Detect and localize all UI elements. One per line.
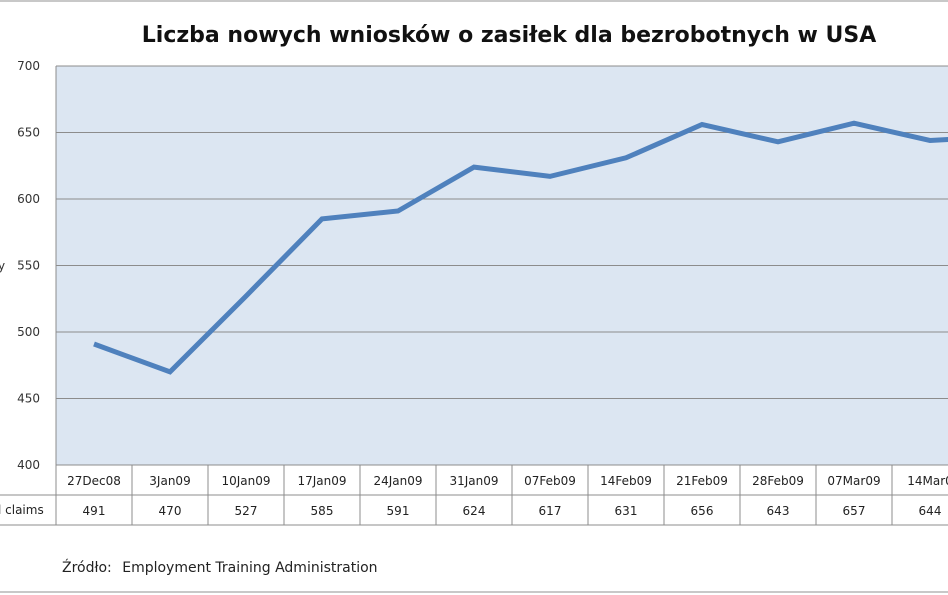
y-tick-label: 550 bbox=[17, 259, 40, 273]
y-tick-label: 400 bbox=[17, 458, 40, 472]
x-tick-label: 24Jan09 bbox=[373, 474, 422, 488]
x-tick-label: 28Feb09 bbox=[752, 474, 804, 488]
x-tick-label: 14Feb09 bbox=[600, 474, 652, 488]
x-tick-label: 10Jan09 bbox=[221, 474, 270, 488]
x-tick-label: 14Mar0 bbox=[907, 474, 948, 488]
chart-title: Liczba nowych wniosków o zasiłek dla bez… bbox=[142, 23, 876, 48]
data-label: 657 bbox=[843, 504, 866, 518]
data-label: 631 bbox=[615, 504, 638, 518]
source-text: Employment Training Administration bbox=[122, 560, 377, 576]
series-name-label: l claims bbox=[0, 503, 44, 517]
source-label: Źródło: bbox=[62, 558, 112, 576]
data-label: 591 bbox=[387, 504, 410, 518]
data-label: 656 bbox=[691, 504, 714, 518]
x-tick-label: 3Jan09 bbox=[149, 474, 190, 488]
x-tick-label: 21Feb09 bbox=[676, 474, 728, 488]
data-label: 624 bbox=[463, 504, 486, 518]
data-label: 643 bbox=[767, 504, 790, 518]
series-group bbox=[93, 120, 948, 375]
data-label: 470 bbox=[159, 504, 182, 518]
data-label: 491 bbox=[83, 504, 106, 518]
source-note: Źródło: Employment Training Administrati… bbox=[62, 558, 378, 576]
series-line bbox=[93, 120, 948, 375]
x-tick-label: 27Dec08 bbox=[67, 474, 121, 488]
x-tick-label: 31Jan09 bbox=[449, 474, 498, 488]
data-label: 617 bbox=[539, 504, 562, 518]
y-axis-ticks: 700 650 600 550 500 450 400 bbox=[17, 59, 40, 472]
y-tick-label: 500 bbox=[17, 325, 40, 339]
data-table: 27Dec08 3Jan09 10Jan09 17Jan09 24Jan09 31Jan0… bbox=[0, 464, 948, 526]
y-tick-label: 650 bbox=[17, 126, 40, 140]
data-label: 585 bbox=[311, 504, 334, 518]
y-tick-label: 700 bbox=[17, 59, 40, 73]
data-label: 527 bbox=[235, 504, 258, 518]
y-axis-title-fragment: y bbox=[0, 259, 5, 273]
data-label: 644 bbox=[919, 504, 942, 518]
y-tick-label: 450 bbox=[17, 392, 40, 406]
x-tick-label: 17Jan09 bbox=[297, 474, 346, 488]
x-tick-label: 07Mar09 bbox=[827, 474, 880, 488]
x-tick-label: 07Feb09 bbox=[524, 474, 576, 488]
y-tick-label: 600 bbox=[17, 192, 40, 206]
